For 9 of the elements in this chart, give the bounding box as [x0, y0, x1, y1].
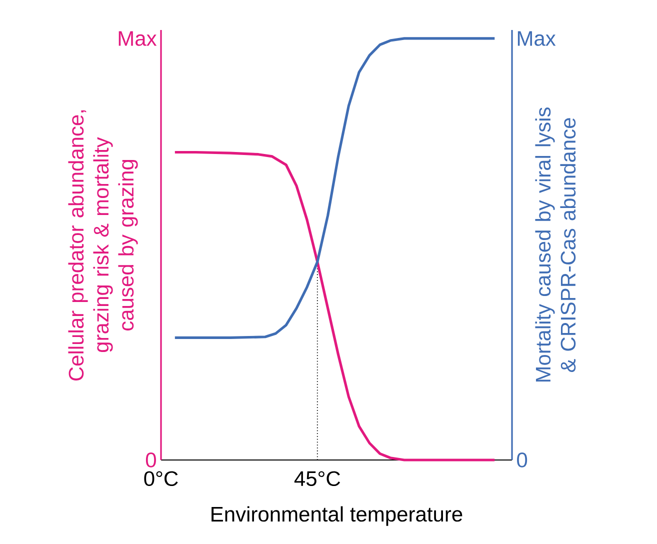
x-tick-label: 45°C — [294, 471, 340, 486]
y2-axis-title: Mortality caused by viral lysis & CRISPR-Cas abundance — [535, 108, 576, 382]
y-axis-title: Cellular predator abundance, grazing risk & mortality caused by grazing — [68, 110, 138, 381]
text: 0 — [146, 452, 156, 468]
text: 0 — [517, 452, 528, 468]
x-tick-label: 0°C — [144, 471, 178, 486]
text: Max — [118, 31, 157, 46]
x-axis-title: Environmental temperature — [212, 506, 462, 526]
text: Max — [518, 31, 556, 46]
